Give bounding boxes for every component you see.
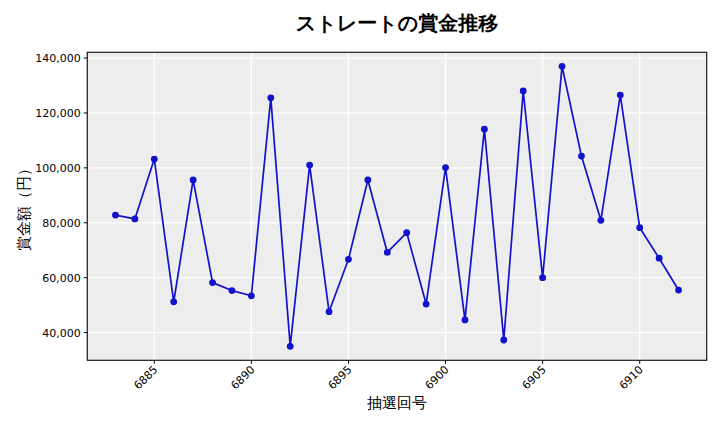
data-point[interactable]	[636, 224, 643, 231]
data-point[interactable]	[423, 301, 430, 308]
data-point[interactable]	[151, 156, 158, 163]
y-tick-label: 100,000	[35, 162, 81, 175]
data-point[interactable]	[267, 94, 274, 101]
data-point[interactable]	[559, 63, 566, 70]
x-tick-label: 6905	[520, 363, 549, 392]
data-point[interactable]	[229, 287, 236, 294]
x-tick-label: 6910	[617, 363, 646, 392]
chart-title: ストレートの賞金推移	[0, 10, 720, 37]
y-axis-label: 賞金額（円）	[15, 161, 34, 251]
plot-area	[87, 52, 706, 360]
y-tick-label: 140,000	[35, 52, 81, 65]
x-tick-label: 6885	[131, 363, 160, 392]
line-chart-figure: 40,000 60,000 80,000 100,000 120,000 140,000 6…	[0, 0, 720, 432]
data-point[interactable]	[190, 177, 197, 184]
data-point[interactable]	[481, 126, 488, 133]
x-tick-label: 6895	[326, 363, 355, 392]
data-point[interactable]	[403, 229, 410, 236]
data-point[interactable]	[462, 317, 469, 324]
data-point[interactable]	[287, 343, 294, 350]
data-point[interactable]	[306, 162, 313, 169]
data-point[interactable]	[248, 292, 255, 299]
data-point[interactable]	[326, 308, 333, 315]
x-axis-label: 抽選回号	[0, 394, 720, 413]
y-tick-label: 40,000	[42, 327, 81, 340]
data-point[interactable]	[617, 92, 624, 99]
data-point[interactable]	[345, 256, 352, 263]
data-point[interactable]	[656, 255, 663, 262]
chart-canvas: 40,000 60,000 80,000 100,000 120,000 140,000 6…	[0, 0, 720, 432]
data-point[interactable]	[578, 153, 585, 160]
x-tick-label: 6900	[423, 363, 452, 392]
data-point[interactable]	[597, 217, 604, 224]
y-tick-label: 80,000	[42, 217, 81, 230]
data-point[interactable]	[364, 177, 371, 184]
x-tick-label: 6890	[229, 363, 258, 392]
data-point[interactable]	[170, 298, 177, 305]
data-point[interactable]	[384, 249, 391, 256]
data-point[interactable]	[112, 212, 119, 219]
y-tick-label: 120,000	[35, 107, 81, 120]
y-tick-label: 60,000	[42, 272, 81, 285]
data-point[interactable]	[539, 274, 546, 281]
data-point[interactable]	[131, 216, 138, 223]
data-point[interactable]	[500, 337, 507, 344]
data-point[interactable]	[442, 164, 449, 171]
data-point[interactable]	[209, 279, 216, 286]
data-point[interactable]	[675, 287, 682, 294]
data-point[interactable]	[520, 88, 527, 95]
